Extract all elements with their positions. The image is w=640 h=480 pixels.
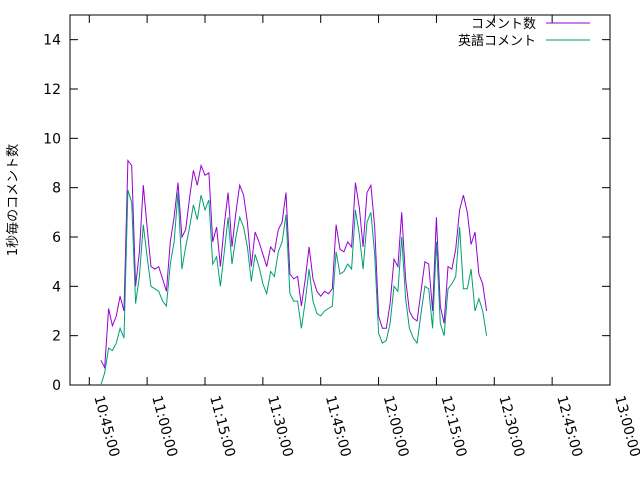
y-tick-label: 8 xyxy=(52,181,61,197)
x-tick-label: 11:45:00 xyxy=(322,394,354,459)
y-tick-label: 12 xyxy=(43,82,61,98)
x-tick-label: 12:00:00 xyxy=(380,394,412,459)
y-tick-label: 0 xyxy=(52,378,61,394)
x-tick-label: 11:30:00 xyxy=(264,394,296,459)
series-line-2 xyxy=(100,189,488,386)
x-tick-label: 12:15:00 xyxy=(438,394,470,459)
y-tick-label: 2 xyxy=(52,329,61,345)
legend-label-2: 英語コメント xyxy=(458,33,536,49)
y-axis-label: 1秒毎のコメント数 xyxy=(5,144,21,256)
y-tick-label: 6 xyxy=(52,230,61,246)
series-layer xyxy=(100,159,488,386)
x-tick-label: 12:30:00 xyxy=(495,394,527,459)
y-tick-label: 10 xyxy=(43,131,61,147)
y-tick-label: 14 xyxy=(43,33,61,49)
legend-label-1: コメント数 xyxy=(471,17,536,32)
plot-frame xyxy=(69,14,611,386)
x-tick-label: 10:45:00 xyxy=(90,394,122,459)
x-axis: 10:45:00 11:00:00 11:15:00 11:30:00 11:45:00… xyxy=(88,15,640,459)
series-line-1 xyxy=(100,159,488,370)
x-tick-label: 11:15:00 xyxy=(206,394,238,459)
y-axis: 0 2 4 6 8 10 12 14 xyxy=(43,33,610,394)
x-tick-label: 12:45:00 xyxy=(553,394,585,459)
x-tick-label: 11:00:00 xyxy=(148,394,180,459)
x-tick-label: 13:00:00 xyxy=(611,394,640,459)
y-tick-label: 4 xyxy=(52,279,61,295)
